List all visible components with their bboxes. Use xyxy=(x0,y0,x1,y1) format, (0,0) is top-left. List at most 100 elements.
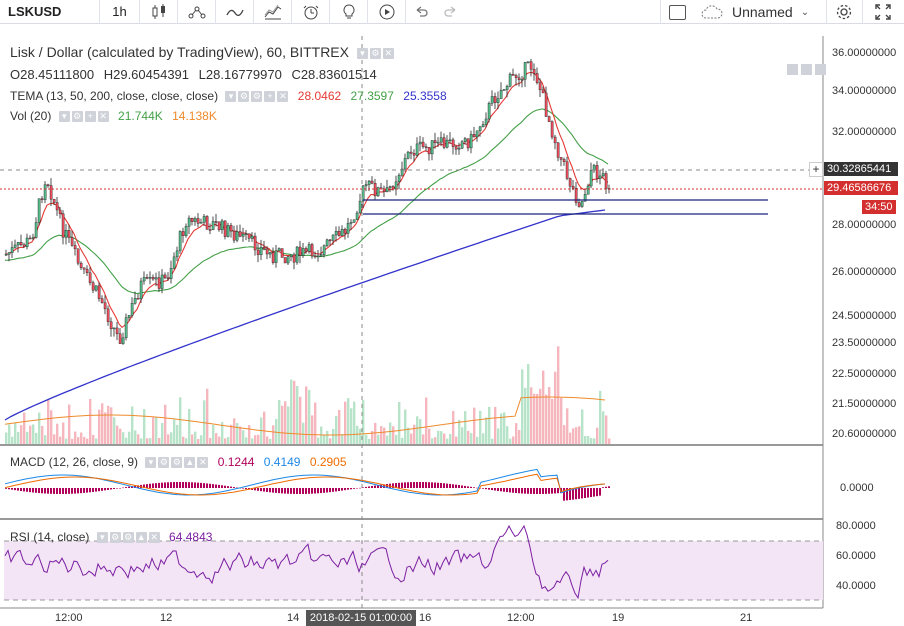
macd-bar xyxy=(152,483,154,488)
volume-bar xyxy=(89,398,92,444)
volume-bar xyxy=(344,401,347,444)
macd-bar xyxy=(200,482,202,488)
candle-body xyxy=(328,239,332,242)
volume-bar xyxy=(113,417,116,444)
macd-bar xyxy=(377,485,379,488)
macd-bar xyxy=(116,488,118,489)
candle-body xyxy=(208,229,212,231)
vol-controls[interactable]: ▾ ⚙ + ✕ xyxy=(58,111,109,123)
macd-bar xyxy=(497,488,499,491)
tema-controls[interactable]: ▾ ⚙ ⚙ + ✕ xyxy=(225,91,289,103)
macd-bar xyxy=(311,488,313,494)
fullscreen-icon[interactable] xyxy=(862,0,902,24)
macd-bar xyxy=(62,488,64,494)
gear-icon[interactable] xyxy=(826,0,860,24)
symbol-search[interactable]: LSKUSD xyxy=(0,0,100,24)
volume-bar xyxy=(38,412,41,444)
macd-bar xyxy=(242,488,244,489)
candle-body xyxy=(415,143,419,156)
volume-bar xyxy=(455,436,458,444)
volume-bar xyxy=(128,431,131,444)
volume-bar xyxy=(557,346,560,444)
interval-selector[interactable]: 1h xyxy=(100,0,140,24)
volume-bar xyxy=(65,438,68,444)
replay-icon[interactable] xyxy=(368,0,406,24)
volume-bar xyxy=(317,437,320,444)
vol-label[interactable]: Vol (20) xyxy=(10,109,52,123)
candle-body xyxy=(595,165,599,179)
volume-bar xyxy=(143,409,146,444)
candle-body xyxy=(490,96,494,104)
candle-body xyxy=(283,257,287,264)
volume-bar xyxy=(119,428,122,444)
undo-icon[interactable] xyxy=(406,0,436,24)
candle-body xyxy=(4,254,8,256)
rsi-label[interactable]: RSI (14, close) xyxy=(10,530,90,544)
macd-bar xyxy=(530,488,532,494)
candle-body xyxy=(481,124,485,128)
macd-bar xyxy=(422,482,424,488)
crosshair-plus-icon[interactable]: + xyxy=(809,162,823,177)
candle-body xyxy=(580,201,584,207)
volume-bar xyxy=(431,438,434,444)
layout-name: Unnamed xyxy=(732,4,793,20)
candle-body xyxy=(325,239,329,246)
layout-icon[interactable] xyxy=(660,0,694,24)
volume-bar xyxy=(131,406,134,444)
compare-icon[interactable] xyxy=(216,0,254,24)
macd-bar xyxy=(77,488,79,494)
chart-canvas[interactable] xyxy=(0,24,904,626)
candle-body xyxy=(223,220,227,237)
candle-body xyxy=(259,246,263,255)
volume-bar xyxy=(569,432,572,444)
tema-value-fast: 28.0462 xyxy=(297,89,342,103)
macd-controls[interactable]: ▾ ⚙ ⚙ ▲ ✕ xyxy=(145,457,209,469)
macd-bar xyxy=(362,487,364,488)
candle-body xyxy=(331,234,335,241)
price-tick: 21.50000000 xyxy=(832,398,897,410)
save-layout[interactable]: Unnamed ⌄ xyxy=(700,0,809,24)
macd-bar xyxy=(587,488,589,498)
macd-label[interactable]: MACD (12, 26, close, 9) xyxy=(10,455,139,469)
volume-bar xyxy=(395,434,398,444)
rsi-controls[interactable]: ▾ ⚙ ⚙ ▲ ✕ xyxy=(96,532,160,544)
candles-icon[interactable] xyxy=(140,0,178,24)
volume-bar xyxy=(560,397,563,444)
macd-bar xyxy=(329,488,331,493)
candle-body xyxy=(214,221,218,223)
volume-bar xyxy=(281,405,284,444)
tema-label[interactable]: TEMA (13, 50, 200, close, close, close) xyxy=(10,89,219,103)
pane-controls[interactable] xyxy=(787,64,826,75)
volume-bar xyxy=(470,433,473,444)
volume-bar xyxy=(14,422,17,444)
volume-bar xyxy=(23,412,26,444)
macd-bar xyxy=(278,488,280,494)
indicators-icon[interactable] xyxy=(178,0,216,24)
candle-body xyxy=(319,254,323,257)
candlesticks xyxy=(4,58,611,345)
macd-bar xyxy=(53,488,55,494)
volume-bar xyxy=(35,432,38,444)
redo-icon[interactable] xyxy=(436,0,466,24)
macd-bar xyxy=(566,488,568,501)
price-tick: 34.00000000 xyxy=(832,85,897,97)
tema-legend: TEMA (13, 50, 200, close, close, close) … xyxy=(10,89,447,103)
macd-bar xyxy=(368,486,370,488)
volume-bar xyxy=(263,411,266,444)
alert-icon[interactable] xyxy=(292,0,330,24)
macd-bar xyxy=(458,485,460,488)
last-price-tag: 29.46586676 xyxy=(824,181,898,195)
candle-body xyxy=(430,140,434,155)
candle-body xyxy=(511,73,515,76)
templates-icon[interactable] xyxy=(254,0,292,24)
macd-bar xyxy=(272,488,274,493)
idea-icon[interactable] xyxy=(330,0,368,24)
candle-body xyxy=(556,142,560,158)
volume-bar xyxy=(152,417,155,444)
ohlc-open: O28.45111800 xyxy=(10,67,95,82)
volume-bar xyxy=(92,434,95,444)
series-controls[interactable]: ▾ ⚙ ✕ xyxy=(356,47,394,59)
series-title[interactable]: Lisk / Dollar (calculated by TradingView… xyxy=(10,44,349,60)
candle-body xyxy=(19,242,23,246)
volume-bar xyxy=(596,427,599,444)
